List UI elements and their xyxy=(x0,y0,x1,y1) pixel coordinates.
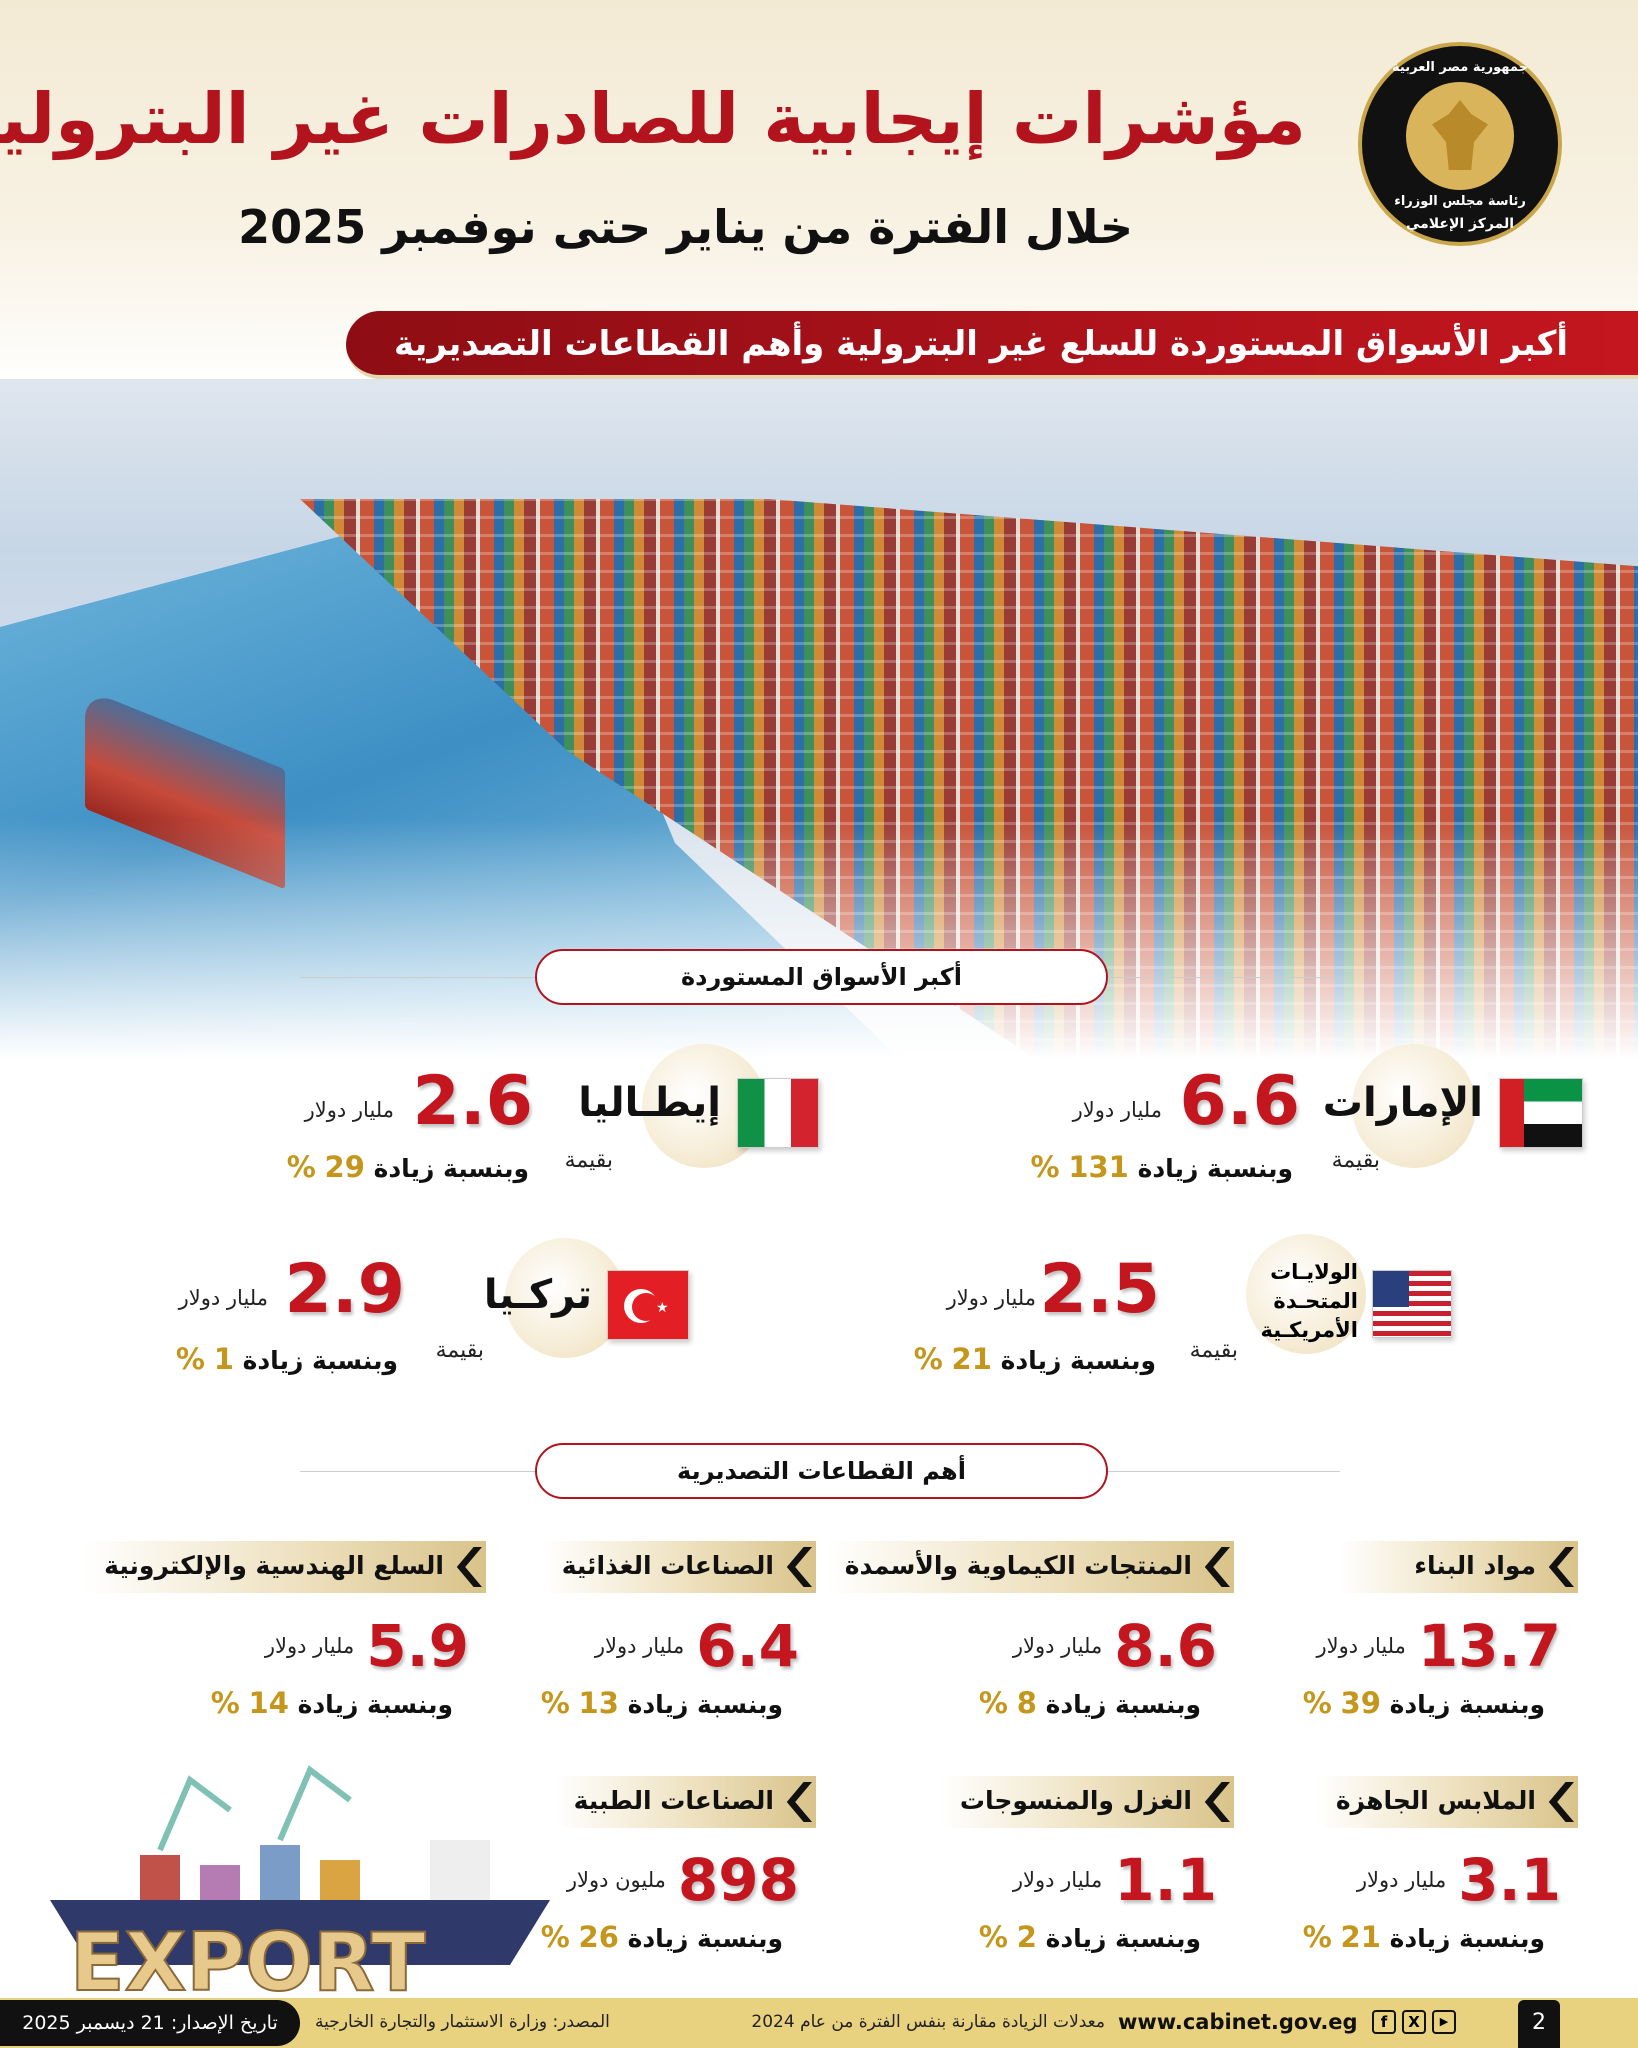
chevron-left-icon xyxy=(1548,1547,1574,1587)
markets-title-pill: أكبر الأسواق المستوردة xyxy=(535,949,1108,1005)
name-circle xyxy=(505,1238,625,1358)
comparison-note: معدلات الزيادة مقارنة بنفس الفترة من عام… xyxy=(751,2012,1105,2032)
youtube-icon[interactable]: ▶ xyxy=(1432,2010,1456,2034)
value-unit: مليار دولار xyxy=(178,1286,268,1310)
sector-value-row: 898 مليون دولار xyxy=(567,1846,799,1914)
italy-flag-icon xyxy=(737,1078,819,1148)
increase-text: وبنسبة زيادة 14 % xyxy=(210,1686,453,1720)
turkey-flag-icon: ★ xyxy=(607,1270,689,1340)
export-word: EXPORT xyxy=(70,1916,426,1995)
value-unit: مليار دولار xyxy=(1072,1098,1162,1122)
sector-name: مواد البناء xyxy=(1414,1551,1536,1580)
increase-text: وبنسبة زيادة 21 % xyxy=(913,1342,1156,1376)
sector-header: السلع الهندسية والإلكترونية xyxy=(84,1541,486,1593)
market-value: 2.6 xyxy=(412,1062,533,1141)
increase-text: وبنسبة زيادة 13 % xyxy=(540,1686,783,1720)
sector-value: 3.1 xyxy=(1458,1846,1561,1914)
chevron-left-icon xyxy=(786,1547,812,1587)
usa-flag-icon xyxy=(1372,1270,1452,1338)
sector-value: 6.4 xyxy=(696,1612,799,1680)
logo-text: رئاسة مجلس الوزراء xyxy=(1394,194,1526,209)
sector-name: الصناعات الطبية xyxy=(573,1786,774,1815)
section-banner: أكبر الأسواق المستوردة للسلع غير البترول… xyxy=(346,311,1638,379)
chevron-left-icon xyxy=(456,1547,482,1587)
sector-value-row: 6.4 مليار دولار xyxy=(595,1612,799,1680)
logo-text: المركز الإعلامي xyxy=(1405,216,1515,232)
sector-value-row: 5.9 مليار دولار xyxy=(265,1612,469,1680)
page-title: مؤشرات إيجابية للصادرات غير البترولية xyxy=(0,78,1306,160)
logo-text: جمهورية مصر العربية xyxy=(1392,60,1528,75)
sector-name: المنتجات الكيماوية والأسمدة xyxy=(844,1551,1192,1580)
export-illustration: EXPORT xyxy=(50,1765,550,1995)
increase-text: وبنسبة زيادة 26 % xyxy=(540,1920,783,1954)
sector-value: 5.9 xyxy=(366,1612,469,1680)
market-value: 2.9 xyxy=(284,1250,405,1329)
increase-text: وبنسبة زيادة 29 % xyxy=(286,1150,529,1184)
banner-text: أكبر الأسواق المستوردة للسلع غير البترول… xyxy=(393,324,1568,364)
value-unit: مليار دولار xyxy=(1012,1634,1103,1658)
value-unit: مليار دولار xyxy=(946,1286,1036,1310)
sector-value: 1.1 xyxy=(1114,1846,1217,1914)
sector-value-row: 13.7 مليار دولار xyxy=(1317,1612,1561,1680)
sector-value: 13.7 xyxy=(1417,1612,1561,1680)
sector-value: 898 xyxy=(677,1846,799,1914)
uae-flag-icon xyxy=(1499,1078,1583,1148)
increase-text: وبنسبة زيادة 1 % xyxy=(175,1342,398,1376)
name-circle xyxy=(1352,1044,1476,1168)
page-number: 2 xyxy=(1518,2000,1560,2048)
market-name: تركـيا xyxy=(483,1272,592,1318)
market-name: الإمارات xyxy=(1322,1080,1483,1126)
eagle-emblem-icon xyxy=(1406,82,1514,190)
increase-text: وبنسبة زيادة 21 % xyxy=(1302,1920,1545,1954)
website-link[interactable]: www.cabinet.gov.eg xyxy=(1118,2010,1358,2034)
sector-value-row: 1.1 مليار دولار xyxy=(1013,1846,1217,1914)
sector-name: السلع الهندسية والإلكترونية xyxy=(104,1551,444,1580)
sector-header: الغزل والمنسوجات xyxy=(939,1776,1234,1828)
value-unit: مليار دولار xyxy=(304,1098,394,1122)
chevron-left-icon xyxy=(786,1782,812,1822)
chevron-left-icon xyxy=(1204,1547,1230,1587)
value-prefix: بقيمة xyxy=(1189,1338,1238,1363)
market-value: 6.6 xyxy=(1179,1062,1300,1141)
sector-header: الصناعات الطبية xyxy=(553,1776,816,1828)
release-date: تاريخ الإصدار: 21 ديسمبر 2025 xyxy=(0,2000,300,2046)
sector-name: الملابس الجاهزة xyxy=(1335,1786,1536,1815)
increase-text: وبنسبة زيادة 8 % xyxy=(978,1686,1201,1720)
sector-header: الملابس الجاهزة xyxy=(1315,1776,1578,1828)
page-subtitle: خلال الفترة من يناير حتى نوفمبر 2025 xyxy=(238,200,1133,254)
market-value: 2.5 xyxy=(1039,1250,1160,1329)
x-twitter-icon[interactable]: X xyxy=(1402,2010,1426,2034)
value-unit: مليار دولار xyxy=(1356,1868,1447,1892)
value-unit: مليار دولار xyxy=(1012,1868,1103,1892)
sector-value: 8.6 xyxy=(1114,1612,1217,1680)
market-name: الولايـات المتحـدة الأمريكـية xyxy=(1260,1260,1358,1342)
footer-texts: معدلات الزيادة مقارنة بنفس الفترة من عام… xyxy=(315,2010,1105,2034)
cabinet-logo: جمهورية مصر العربية رئاسة مجلس الوزراء ا… xyxy=(1358,42,1562,246)
value-prefix: بقيمة xyxy=(1331,1148,1380,1173)
sector-value-row: 3.1 مليار دولار xyxy=(1357,1846,1561,1914)
increase-text: وبنسبة زيادة 131 % xyxy=(1030,1150,1293,1184)
market-name: إيطـاليا xyxy=(578,1080,721,1126)
increase-text: وبنسبة زيادة 2 % xyxy=(978,1920,1201,1954)
value-prefix: بقيمة xyxy=(564,1148,613,1173)
facebook-icon[interactable]: f xyxy=(1372,2010,1396,2034)
sector-header: المنتجات الكيماوية والأسمدة xyxy=(824,1541,1234,1593)
value-prefix: بقيمة xyxy=(435,1338,484,1363)
value-unit: مليار دولار xyxy=(264,1634,355,1658)
chevron-left-icon xyxy=(1548,1782,1574,1822)
chevron-left-icon xyxy=(1204,1782,1230,1822)
sector-name: الصناعات الغذائية xyxy=(561,1551,774,1580)
sector-value-row: 8.6 مليار دولار xyxy=(1013,1612,1217,1680)
name-circle xyxy=(1246,1234,1366,1354)
sector-name: الغزل والمنسوجات xyxy=(959,1786,1192,1815)
increase-text: وبنسبة زيادة 39 % xyxy=(1302,1686,1545,1720)
sector-header: مواد البناء xyxy=(1338,1541,1578,1593)
sector-header: الصناعات الغذائية xyxy=(541,1541,816,1593)
source-text: المصدر: وزارة الاستثمار والتجارة الخارجي… xyxy=(315,2012,610,2032)
value-unit: مليون دولار xyxy=(566,1868,666,1892)
sectors-title-pill: أهم القطاعات التصديرية xyxy=(535,1443,1108,1499)
value-unit: مليار دولار xyxy=(594,1634,685,1658)
value-unit: مليار دولار xyxy=(1316,1634,1406,1658)
